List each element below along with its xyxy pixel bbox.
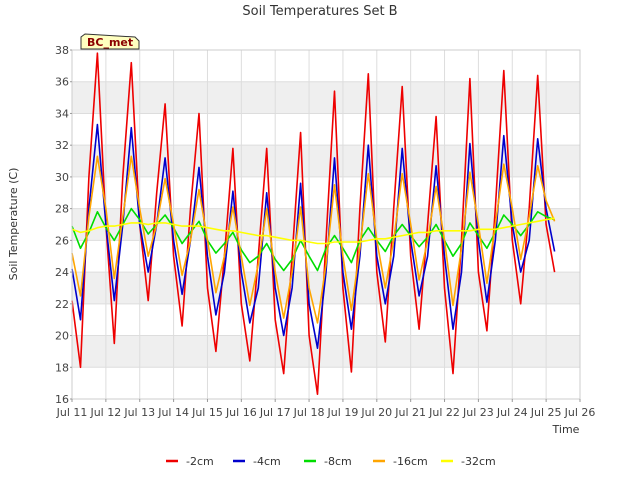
legend-label: -8cm bbox=[324, 455, 352, 468]
series-line-16cmcm bbox=[71, 155, 556, 324]
x-axis-title: Time bbox=[552, 423, 580, 436]
x-tick-label: Jul 19 bbox=[327, 406, 359, 419]
x-tick-label: Jul 26 bbox=[564, 406, 596, 419]
y-tick-label: 36 bbox=[55, 76, 69, 89]
legend: -2cm -4cm -8cm -16cm -32cm bbox=[166, 455, 496, 468]
y-tick-label: 16 bbox=[55, 393, 69, 406]
axes bbox=[71, 49, 581, 400]
plot-frame bbox=[71, 49, 581, 400]
plot-band bbox=[72, 335, 580, 368]
y-tick-label: 34 bbox=[55, 107, 69, 120]
y-tick-label: 24 bbox=[55, 266, 69, 279]
legend-label: -4cm bbox=[253, 455, 281, 468]
x-tick-label: Jul 25 bbox=[530, 406, 562, 419]
series-line-4cmcm bbox=[71, 123, 556, 350]
x-tick-label: Jul 15 bbox=[191, 406, 223, 419]
y-tick-label: 30 bbox=[55, 171, 69, 184]
y-tick-label: 26 bbox=[55, 234, 69, 247]
x-tick-labels: Jul 11 Jul 12 Jul 13 Jul 14 Jul 15 Jul 16 Jul … bbox=[56, 399, 596, 419]
x-tick-label: Jul 11 bbox=[56, 406, 88, 419]
x-tick-label: Jul 12 bbox=[89, 406, 121, 419]
y-tick-label: 18 bbox=[55, 361, 69, 374]
x-tick-label: Jul 17 bbox=[259, 406, 291, 419]
legend-label: -32cm bbox=[461, 455, 496, 468]
x-tick-label: Jul 21 bbox=[394, 406, 426, 419]
y-tick-label: 38 bbox=[55, 44, 69, 57]
y-tick-label: 22 bbox=[55, 298, 69, 311]
y-axis-title: Soil Temperature (C) bbox=[7, 168, 20, 281]
x-tick-label: Jul 22 bbox=[428, 406, 460, 419]
y-tick-label: 32 bbox=[55, 139, 69, 152]
plot-band bbox=[72, 145, 580, 177]
x-tick-label: Jul 24 bbox=[496, 406, 528, 419]
x-tick-label: Jul 20 bbox=[360, 406, 392, 419]
x-tick-label: Jul 13 bbox=[123, 406, 155, 419]
y-tick-label: 28 bbox=[55, 203, 69, 216]
y-tick-label: 20 bbox=[55, 330, 69, 343]
x-tick-label: Jul 23 bbox=[462, 406, 494, 419]
series-line-32cmcm bbox=[71, 217, 555, 245]
y-tick-labels: 16 18 20 22 24 26 28 30 32 34 36 38 bbox=[55, 44, 72, 406]
station-label: BC_met bbox=[80, 33, 140, 50]
x-tick-label: Jul 14 bbox=[157, 406, 189, 419]
station-label-box bbox=[80, 33, 140, 50]
x-tick-label: Jul 16 bbox=[225, 406, 257, 419]
station-label-text: BC_met bbox=[87, 36, 133, 49]
legend-label: -2cm bbox=[186, 455, 214, 468]
legend-label: -16cm bbox=[393, 455, 428, 468]
series-layer bbox=[71, 52, 556, 396]
x-tick-label: Jul 18 bbox=[293, 406, 325, 419]
plot-band bbox=[72, 81, 580, 114]
chart-title: Soil Temperatures Set B bbox=[242, 4, 397, 19]
